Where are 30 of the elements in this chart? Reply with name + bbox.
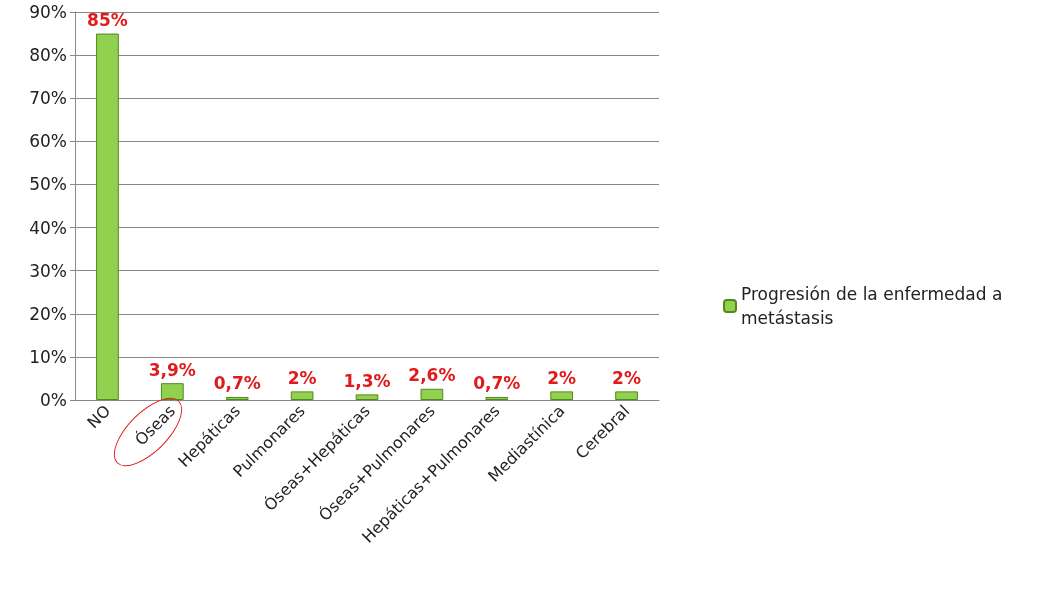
y-tick-label: 20%	[29, 303, 67, 324]
y-tick-label: 0%	[40, 390, 67, 410]
data-label: 85%	[87, 10, 128, 31]
x-tick-label: NO	[83, 401, 115, 433]
data-label: 1,3%	[343, 370, 391, 391]
bar	[420, 388, 444, 400]
y-tick-label: 50%	[29, 174, 67, 195]
y-tick-label: 30%	[29, 260, 67, 281]
y-tick-label: 10%	[29, 346, 67, 367]
bar	[485, 396, 509, 400]
bar	[550, 391, 574, 400]
data-label: 2,6%	[408, 365, 456, 386]
y-tick-label: 80%	[29, 45, 67, 66]
bar	[355, 394, 379, 400]
data-label: 2%	[547, 367, 577, 388]
bar	[615, 391, 638, 400]
y-tick-label: 60%	[29, 131, 67, 152]
bar	[160, 383, 184, 400]
data-label: 0,7%	[213, 373, 261, 394]
y-tick-label: 70%	[29, 88, 67, 109]
bar	[96, 33, 119, 400]
data-label: 2%	[612, 367, 641, 388]
legend-label: Progresión de la enfermedad a metástasis	[741, 284, 1008, 328]
y-tick-label: 40%	[29, 217, 67, 238]
y-tick-label: 90%	[29, 2, 67, 22]
data-label: 2%	[287, 367, 317, 388]
bar	[290, 391, 314, 400]
data-label: 0,7%	[473, 373, 521, 394]
data-label: 3,9%	[148, 359, 196, 380]
bar	[225, 396, 249, 400]
